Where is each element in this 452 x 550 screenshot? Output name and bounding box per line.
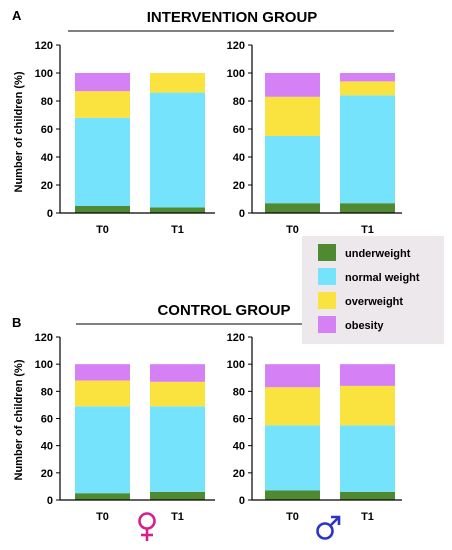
- female-symbol-icon: [138, 512, 156, 541]
- x-tick-label-t0: T0: [96, 224, 109, 236]
- legend: underweight normal weight overweight obe…: [302, 236, 444, 344]
- bar-segment-normal-weight-t1: [340, 425, 395, 492]
- bar-segment-normal-weight-t0: [265, 425, 320, 491]
- legend-label-normal-weight: normal weight: [345, 272, 420, 284]
- y-tick-label-80: 80: [233, 96, 245, 108]
- bar-segment-normal-weight-t0: [75, 406, 130, 494]
- y-tick-label-80: 80: [41, 96, 53, 108]
- y-tick-label-0: 0: [47, 208, 53, 220]
- legend-swatch-underweight: [318, 244, 336, 261]
- legend-label-obesity: obesity: [345, 320, 384, 332]
- y-tick-label-60: 60: [233, 414, 245, 426]
- y-tick-label-80: 80: [233, 386, 245, 398]
- y-tick-label-20: 20: [41, 180, 53, 192]
- bar-segment-obesity-t0: [265, 364, 320, 388]
- y-tick-label-120: 120: [35, 40, 53, 52]
- legend-swatch-overweight: [318, 292, 336, 309]
- chart-b-right: T0 T1 0 20 40 60 80 100 120: [227, 332, 402, 523]
- legend-swatch-obesity: [318, 316, 336, 333]
- bar-segment-obesity-t0: [75, 364, 130, 381]
- y-axis-title-b: Number of children (%): [13, 359, 25, 480]
- x-tick-label-t0: T0: [286, 224, 299, 236]
- bar-segment-overweight-t1: [150, 73, 205, 93]
- y-tick-label-40: 40: [233, 441, 245, 453]
- bar-segment-underweight-t0: [265, 490, 320, 500]
- y-tick-label-40: 40: [41, 152, 53, 164]
- bar-segment-underweight-t0: [75, 493, 130, 500]
- bar-segment-overweight-t1: [340, 81, 395, 96]
- y-tick-label-60: 60: [41, 124, 53, 136]
- y-tick-label-0: 0: [239, 495, 245, 507]
- bar-segment-underweight-t1: [150, 207, 205, 213]
- legend-swatch-normal-weight: [318, 268, 336, 285]
- bar-segment-normal-weight-t1: [340, 95, 395, 204]
- chart-b-left: T0 T1 0 20 40 60 80 100 120: [35, 332, 215, 523]
- y-tick-label-100: 100: [35, 68, 53, 80]
- x-tick-label-t1: T1: [171, 511, 184, 523]
- y-tick-label-40: 40: [233, 152, 245, 164]
- y-tick-label-100: 100: [35, 359, 53, 371]
- x-tick-label-t0: T0: [96, 511, 109, 523]
- panel-letter-b: B: [12, 315, 21, 330]
- x-tick-label-t0: T0: [286, 511, 299, 523]
- bar-segment-underweight-t1: [150, 491, 205, 500]
- y-tick-label-0: 0: [239, 208, 245, 220]
- bar-segment-underweight-t1: [340, 203, 395, 213]
- legend-label-underweight: underweight: [345, 248, 411, 260]
- panel-title-b: CONTROL GROUP: [157, 302, 290, 319]
- y-tick-label-120: 120: [227, 40, 245, 52]
- bar-segment-underweight-t1: [340, 491, 395, 500]
- male-symbol-icon: [316, 515, 341, 540]
- y-tick-label-120: 120: [227, 332, 245, 344]
- bar-segment-overweight-t0: [75, 91, 130, 118]
- y-tick-label-0: 0: [47, 495, 53, 507]
- bar-segment-normal-weight-t0: [265, 136, 320, 204]
- y-tick-label-20: 20: [233, 468, 245, 480]
- bar-segment-overweight-t0: [75, 380, 130, 407]
- y-tick-label-120: 120: [35, 332, 53, 344]
- bar-segment-underweight-t0: [265, 203, 320, 213]
- y-tick-label-20: 20: [233, 180, 245, 192]
- panel-title-a: INTERVENTION GROUP: [147, 9, 318, 26]
- x-tick-label-t1: T1: [361, 511, 374, 523]
- x-tick-label-t1: T1: [361, 224, 374, 236]
- y-tick-label-60: 60: [41, 414, 53, 426]
- bar-segment-obesity-t1: [150, 364, 205, 382]
- bar-segment-overweight-t1: [150, 381, 205, 407]
- y-tick-label-40: 40: [41, 441, 53, 453]
- x-tick-label-t1: T1: [171, 224, 184, 236]
- bar-segment-normal-weight-t0: [75, 117, 130, 206]
- bar-segment-normal-weight-t1: [150, 406, 205, 492]
- bar-segment-underweight-t0: [75, 206, 130, 213]
- bar-segment-obesity-t1: [340, 364, 395, 386]
- y-axis-title-a: Number of children (%): [13, 71, 25, 192]
- bar-segment-obesity-t1: [340, 73, 395, 82]
- panel-letter-a: A: [12, 8, 22, 23]
- bar-segment-obesity-t0: [265, 73, 320, 97]
- y-tick-label-100: 100: [227, 68, 245, 80]
- legend-label-overweight: overweight: [345, 296, 403, 308]
- bar-segment-overweight-t0: [265, 387, 320, 426]
- chart-a-right: T0 T1 0 20 40 60 80 100 120: [227, 40, 402, 236]
- chart-a-left: T0 T1 0 20 40 60 80 100 120: [35, 40, 215, 236]
- y-tick-label-80: 80: [41, 386, 53, 398]
- bar-segment-obesity-t0: [75, 73, 130, 92]
- bar-segment-overweight-t1: [340, 385, 395, 426]
- bar-segment-overweight-t0: [265, 96, 320, 136]
- y-tick-label-100: 100: [227, 359, 245, 371]
- y-tick-label-60: 60: [233, 124, 245, 136]
- y-tick-label-20: 20: [41, 468, 53, 480]
- bar-segment-normal-weight-t1: [150, 92, 205, 208]
